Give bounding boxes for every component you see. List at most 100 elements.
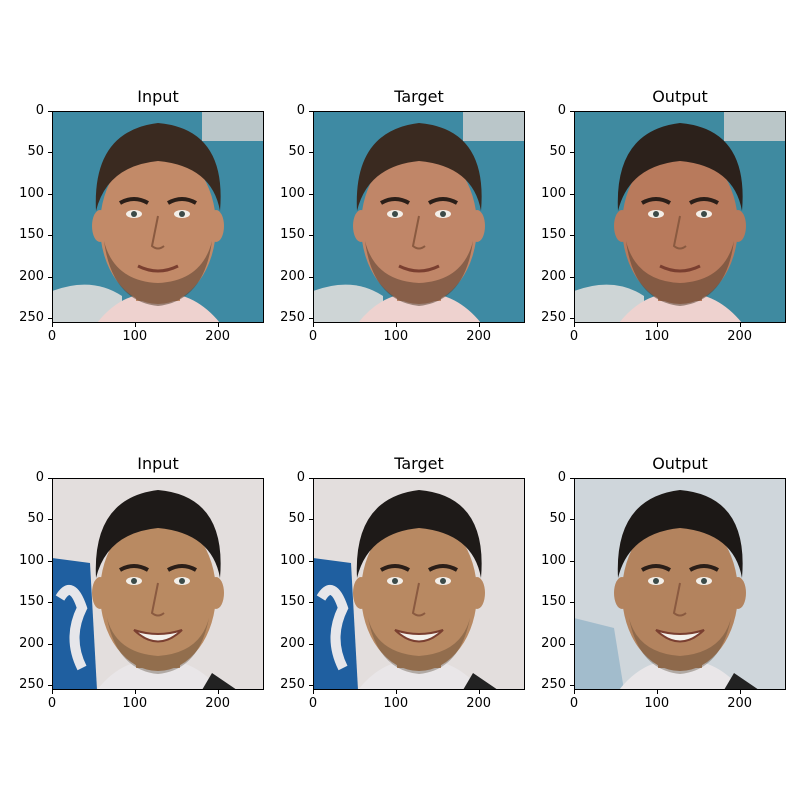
y-tick-label: 100 [541,185,566,201]
y-tick-mark [309,685,313,687]
y-tick-mark [48,111,52,112]
y-tick-mark [309,276,313,278]
y-tick-label: 100 [19,552,44,568]
y-tick-mark [570,318,574,320]
y-tick-label: 150 [541,227,566,243]
x-tick-mark [395,690,397,694]
face-image-panel [52,111,264,323]
x-tick-mark [478,323,480,327]
panel-title: Output [652,454,708,473]
y-tick-label: 100 [280,552,305,568]
x-tick-label: 200 [205,696,231,711]
x-tick-label: 200 [727,329,753,344]
y-tick-label: 200 [541,635,566,651]
x-tick-label: 100 [644,329,670,344]
y-tick-mark [570,111,574,112]
x-tick-label: 100 [383,696,409,711]
y-tick-mark [48,193,52,195]
face-image-panel [313,111,525,323]
y-tick-label: 200 [19,268,44,284]
x-tick-mark [395,323,397,327]
x-tick-mark [134,690,136,694]
face-image-panel [574,478,786,690]
y-tick-mark [309,478,313,479]
y-tick-label: 0 [35,470,44,485]
y-tick-label: 0 [557,103,566,118]
y-tick-mark [570,152,574,154]
y-tick-label: 100 [541,552,566,568]
y-tick-label: 0 [35,103,44,118]
y-tick-label: 200 [280,268,305,284]
y-tick-mark [48,643,52,645]
x-tick-mark [52,323,53,327]
x-tick-label: 0 [47,696,57,711]
y-tick-label: 100 [280,185,305,201]
y-tick-label: 50 [288,144,305,160]
y-tick-mark [570,478,574,479]
panel-title: Output [652,87,708,106]
y-tick-mark [309,318,313,320]
y-tick-mark [570,235,574,237]
y-tick-label: 150 [541,594,566,610]
y-tick-mark [309,602,313,604]
y-tick-label: 250 [19,677,44,693]
x-tick-label: 200 [727,696,753,711]
y-tick-label: 50 [27,511,44,527]
y-tick-label: 200 [19,635,44,651]
y-tick-mark [309,519,313,521]
x-tick-mark [656,690,658,694]
y-tick-label: 150 [280,594,305,610]
y-tick-mark [309,235,313,237]
y-tick-mark [570,193,574,195]
panel-title: Input [137,454,179,473]
x-tick-mark [574,690,575,694]
y-tick-mark [48,685,52,687]
x-tick-mark [478,690,480,694]
y-tick-label: 200 [541,268,566,284]
x-tick-label: 100 [383,329,409,344]
x-tick-mark [656,323,658,327]
panel-title: Input [137,87,179,106]
y-tick-mark [570,560,574,562]
x-tick-label: 100 [644,696,670,711]
y-tick-label: 0 [296,103,305,118]
y-tick-label: 100 [19,185,44,201]
y-tick-label: 150 [280,227,305,243]
y-tick-label: 250 [541,677,566,693]
x-tick-label: 0 [569,329,579,344]
y-tick-mark [48,235,52,237]
x-tick-label: 200 [466,329,492,344]
y-tick-label: 50 [549,144,566,160]
x-tick-label: 0 [308,696,318,711]
y-tick-label: 150 [19,227,44,243]
y-tick-label: 250 [541,310,566,326]
y-tick-mark [48,602,52,604]
x-tick-label: 200 [205,329,231,344]
x-tick-mark [313,690,314,694]
y-tick-label: 50 [549,511,566,527]
y-tick-mark [48,318,52,320]
y-tick-label: 150 [19,594,44,610]
y-tick-label: 0 [557,470,566,485]
y-tick-mark [48,519,52,521]
y-tick-mark [309,193,313,195]
face-image-panel [574,111,786,323]
x-tick-label: 100 [122,329,148,344]
y-tick-mark [48,478,52,479]
y-tick-mark [48,276,52,278]
x-tick-mark [217,690,219,694]
x-tick-label: 0 [47,329,57,344]
y-tick-mark [48,152,52,154]
x-tick-label: 100 [122,696,148,711]
y-tick-label: 200 [280,635,305,651]
y-tick-label: 250 [19,310,44,326]
y-tick-mark [309,152,313,154]
face-image-panel [52,478,264,690]
face-image-panel [313,478,525,690]
y-tick-label: 250 [280,310,305,326]
x-tick-mark [52,690,53,694]
y-tick-mark [309,643,313,645]
y-tick-mark [309,111,313,112]
x-tick-label: 0 [569,696,579,711]
y-tick-label: 250 [280,677,305,693]
